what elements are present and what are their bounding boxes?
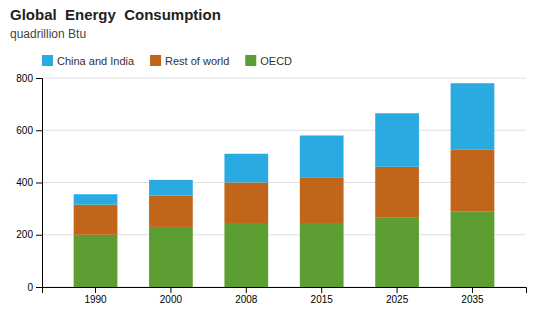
plot: 0 200 400 600 800 1990 2000 2008 2015 2025 2035: [16, 73, 526, 305]
tick-mark: [246, 287, 247, 293]
tick: 2015: [311, 287, 334, 305]
y-axis: 0 200 400 600 800: [16, 73, 42, 293]
tick-mark: [36, 235, 42, 236]
bar: [300, 135, 344, 177]
legend-item: China and India: [42, 55, 135, 67]
chart: Global Energy Consumption quadrillion Btu…: [0, 0, 542, 313]
x-axis: 1990 2000 2008 2015 2025 2035: [43, 287, 527, 305]
bar: [300, 177, 344, 223]
tick: 2025: [386, 287, 409, 305]
tick: 600: [16, 125, 42, 136]
bar: [451, 83, 495, 150]
tick-mark: [36, 287, 42, 288]
bar: [74, 235, 118, 287]
tick-label: 1990: [84, 294, 107, 305]
tick: 200: [16, 229, 42, 240]
tick-label: 0: [27, 282, 33, 293]
series: [74, 150, 495, 235]
bar: [375, 218, 419, 287]
bar: [224, 223, 268, 287]
bar: [149, 227, 193, 287]
bar: [224, 154, 268, 183]
tick-mark: [170, 287, 171, 293]
tick-label: 2015: [311, 294, 334, 305]
subtitle: quadrillion Btu: [10, 27, 86, 41]
tick-mark: [397, 287, 398, 293]
bar: [375, 113, 419, 167]
tick: 2000: [160, 287, 183, 305]
tick-mark: [36, 183, 42, 184]
axis-line: [43, 288, 527, 294]
grid: [42, 78, 526, 287]
tick-label: 2000: [160, 294, 183, 305]
tick-mark: [472, 287, 473, 293]
tick: 2035: [461, 287, 484, 305]
tick: 2008: [235, 287, 258, 305]
bar: [74, 194, 118, 204]
bar: [375, 167, 419, 218]
legend-label: China and India: [57, 55, 135, 67]
tick-label: 400: [16, 177, 33, 188]
bar: [300, 223, 344, 287]
legend-label: Rest of world: [165, 55, 229, 67]
tick-label: 2035: [461, 294, 484, 305]
bar: [224, 183, 268, 223]
bar: [149, 180, 193, 196]
tick-label: 2025: [386, 294, 409, 305]
tick-mark: [95, 287, 96, 293]
tick-label: 200: [16, 229, 33, 240]
grid-line: [42, 78, 526, 79]
bars: [74, 83, 495, 287]
bar: [451, 211, 495, 287]
axis-line: [36, 79, 43, 288]
title: Global Energy Consumption: [10, 6, 221, 23]
legend-swatch: [245, 55, 256, 66]
series: [74, 83, 495, 204]
series: [74, 211, 495, 287]
tick-label: 600: [16, 125, 33, 136]
tick-mark: [321, 287, 322, 293]
tick-label: 800: [16, 73, 33, 84]
legend-label: OECD: [260, 55, 292, 67]
bar: [74, 205, 118, 235]
tick-mark: [36, 130, 42, 131]
legend: China and India Rest of world OECD: [42, 55, 292, 67]
legend-swatch: [150, 55, 161, 66]
tick: 800: [16, 73, 42, 84]
bar: [149, 196, 193, 227]
tick-mark: [36, 78, 42, 79]
tick: 0: [27, 282, 42, 293]
legend-item: Rest of world: [150, 55, 229, 67]
bar: [451, 150, 495, 211]
legend-swatch: [42, 55, 53, 66]
tick: 400: [16, 177, 42, 188]
tick-label: 2008: [235, 294, 258, 305]
tick: 1990: [84, 287, 107, 305]
legend-item: OECD: [245, 55, 292, 67]
